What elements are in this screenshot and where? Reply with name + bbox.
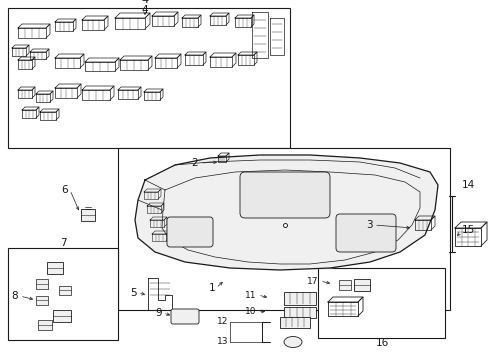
FancyBboxPatch shape xyxy=(240,172,329,218)
Text: 14: 14 xyxy=(461,180,474,190)
FancyBboxPatch shape xyxy=(335,214,395,252)
Text: 5: 5 xyxy=(130,288,137,298)
Bar xyxy=(47,262,63,274)
Bar xyxy=(118,148,449,310)
Bar xyxy=(36,296,48,305)
Bar xyxy=(338,280,350,290)
Bar xyxy=(8,8,289,148)
Text: 10: 10 xyxy=(244,306,256,315)
Text: 4: 4 xyxy=(141,0,148,5)
Polygon shape xyxy=(135,155,437,270)
Text: 16: 16 xyxy=(375,338,388,348)
Text: 11: 11 xyxy=(244,291,256,300)
Bar xyxy=(81,209,95,221)
Bar xyxy=(280,317,309,328)
Text: 13: 13 xyxy=(216,338,227,346)
Text: 4: 4 xyxy=(142,5,148,15)
Text: 17: 17 xyxy=(306,276,317,285)
FancyBboxPatch shape xyxy=(167,217,213,247)
Text: 2: 2 xyxy=(191,158,198,168)
Bar xyxy=(59,286,71,295)
FancyBboxPatch shape xyxy=(171,309,199,324)
Text: 12: 12 xyxy=(216,318,227,327)
Text: 9: 9 xyxy=(155,308,162,318)
Bar xyxy=(284,307,315,318)
Ellipse shape xyxy=(284,337,302,347)
Text: 6: 6 xyxy=(61,185,68,195)
Bar xyxy=(38,320,52,330)
Bar xyxy=(53,310,71,322)
Text: 3: 3 xyxy=(366,220,372,230)
Bar xyxy=(317,268,444,338)
Text: 15: 15 xyxy=(461,225,474,235)
Text: 7: 7 xyxy=(60,238,66,248)
Bar xyxy=(284,292,315,305)
Bar xyxy=(36,279,48,289)
Bar xyxy=(353,279,369,291)
Text: 1: 1 xyxy=(208,283,215,293)
Text: 8: 8 xyxy=(11,291,18,301)
Bar xyxy=(8,248,118,340)
